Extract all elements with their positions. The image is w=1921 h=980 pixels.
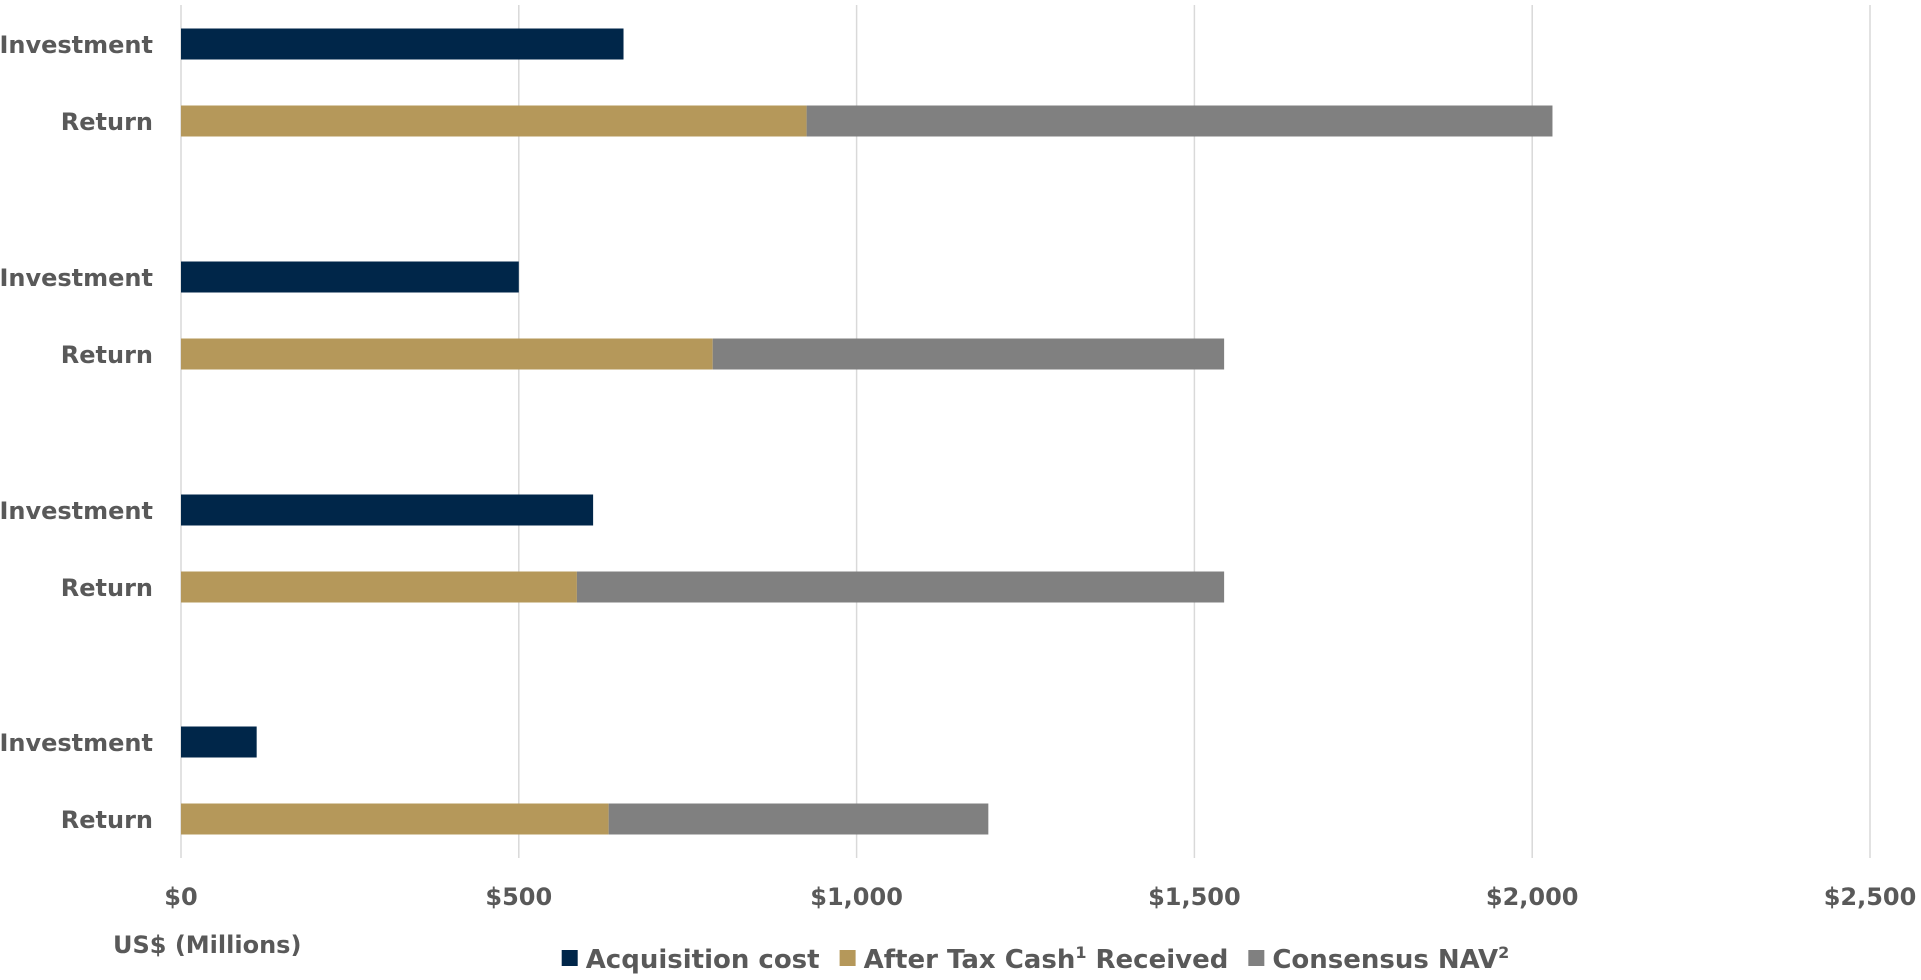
x-tick-label-4: $2,000 [1486,883,1579,911]
category-label-1: Return [61,108,153,136]
bar-4-series-0 [181,494,594,526]
legend-item-0: Acquisition cost [561,945,820,975]
legend-swatch-0 [561,950,578,966]
legend-label-2: Consensus NAV2 [1272,943,1509,975]
legend-label-0: Acquisition cost [586,945,820,975]
bar-3-series-1 [181,338,713,370]
category-label-3: Return [61,341,153,369]
bar-5-series-2 [576,571,1225,603]
legend-item-2: Consensus NAV2 [1248,943,1509,975]
x-tick-labels: $0 $500 $1,000 $1,500 $2,000 $2,500 [164,883,1916,911]
legend-swatch-1 [839,950,856,966]
x-tick-label-0: $0 [164,883,197,911]
legend-label-1: After Tax Cash1 Received [864,943,1229,975]
x-tick-label-2: $1,000 [810,883,903,911]
x-tick-label-3: $1,500 [1148,883,1241,911]
bar-6-series-0 [181,726,257,758]
category-label-2: Investment [0,264,153,292]
category-labels: Investment Return Investment Return Investme… [0,31,153,834]
legend-item-1: After Tax Cash1 Received [839,943,1229,975]
category-label-6: Investment [0,729,153,757]
category-label-5: Return [61,574,153,602]
category-label-0: Investment [0,31,153,59]
x-tick-label-1: $500 [485,883,552,911]
category-label-7: Return [61,806,153,834]
category-label-4: Investment [0,497,153,525]
bar-1-series-1 [181,105,807,137]
bar-7-series-1 [181,803,609,835]
legend-swatch-2 [1248,950,1265,966]
bar-3-series-2 [712,338,1225,370]
bar-2-series-0 [181,261,519,293]
bar-7-series-2 [608,803,989,835]
x-tick-label-5: $2,500 [1824,883,1917,911]
legend: Acquisition cost After Tax Cash1 Received… [561,943,1509,975]
bar-5-series-1 [181,571,577,603]
bar-0-series-0 [181,28,624,60]
bars [181,28,1553,835]
bar-1-series-2 [806,105,1553,137]
gridlines [180,5,1871,858]
x-axis-title: US$ (Millions) [113,931,301,959]
